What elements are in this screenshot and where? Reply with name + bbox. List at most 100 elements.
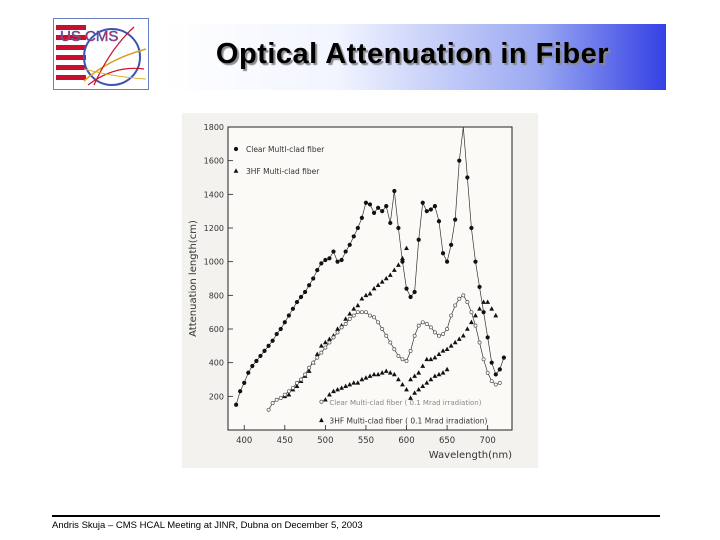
data-point-circle bbox=[315, 267, 320, 273]
x-tick-label: 450 bbox=[277, 436, 293, 446]
data-point-circle bbox=[449, 242, 454, 247]
footer-text: Andris Skuja – CMS HCAL Meeting at JINR,… bbox=[52, 520, 363, 531]
data-point-open-circle bbox=[331, 335, 336, 340]
data-point-open-circle bbox=[477, 340, 482, 345]
data-point-triangle bbox=[456, 336, 462, 341]
x-axis-label: Wavelength(nm) bbox=[429, 450, 512, 461]
data-point-triangle bbox=[485, 299, 491, 304]
data-point-circle bbox=[270, 338, 275, 343]
y-tick-label: 600 bbox=[209, 325, 224, 334]
data-point-triangle bbox=[319, 417, 324, 423]
data-point-circle bbox=[408, 294, 413, 300]
data-point-open-circle bbox=[489, 379, 494, 384]
plot-frame bbox=[227, 126, 513, 431]
data-point-circle bbox=[290, 306, 296, 311]
data-point-triangle bbox=[391, 267, 397, 272]
cms-ring-icon bbox=[83, 28, 141, 86]
data-point-open-circle bbox=[303, 372, 308, 377]
data-point-open-circle bbox=[384, 333, 389, 338]
data-point-triangle bbox=[375, 282, 381, 288]
data-point-open-circle bbox=[278, 396, 283, 400]
data-point-triangle bbox=[314, 351, 320, 357]
particle-track-icon bbox=[83, 48, 147, 82]
data-point-triangle bbox=[359, 376, 365, 382]
data-point-open-circle bbox=[311, 360, 316, 365]
particle-track-icon bbox=[83, 68, 147, 80]
x-tick-label: 500 bbox=[317, 436, 333, 446]
data-point-triangle bbox=[294, 383, 300, 389]
data-point-circle bbox=[331, 249, 336, 254]
flag-stripe bbox=[56, 23, 86, 85]
data-point-open-circle bbox=[290, 385, 295, 390]
annotation-label: Clear Multi-clad fiber ( 0.1 Mrad irradi… bbox=[329, 399, 481, 407]
x-tick-label: 650 bbox=[439, 436, 455, 446]
x-tick-label: 550 bbox=[358, 436, 374, 446]
data-point-triangle bbox=[408, 395, 413, 400]
data-point-circle bbox=[258, 353, 263, 359]
data-point-open-circle bbox=[372, 315, 377, 320]
data-point-open-circle bbox=[286, 389, 291, 394]
data-point-triangle bbox=[489, 306, 495, 311]
flag-stripe bbox=[56, 35, 86, 40]
data-point-circle bbox=[489, 360, 494, 365]
data-point-circle bbox=[343, 249, 348, 254]
data-point-open-circle bbox=[282, 392, 287, 397]
data-point-circle bbox=[339, 257, 344, 263]
data-point-triangle bbox=[428, 376, 434, 382]
data-point-triangle bbox=[367, 373, 373, 378]
data-point-circle bbox=[233, 146, 239, 152]
data-point-triangle bbox=[408, 376, 413, 382]
x-tick-label: 700 bbox=[480, 436, 496, 446]
data-point-triangle bbox=[464, 326, 470, 331]
data-point-open-circle bbox=[469, 310, 474, 315]
data-point-triangle bbox=[436, 371, 442, 377]
data-point-open-circle bbox=[437, 333, 441, 338]
data-point-circle bbox=[250, 363, 255, 369]
flag-stripe bbox=[56, 25, 86, 30]
data-point-circle bbox=[453, 217, 458, 222]
data-point-triangle bbox=[387, 272, 393, 277]
data-point-open-circle bbox=[457, 296, 462, 301]
x-tick-label: 400 bbox=[236, 436, 252, 446]
data-point-open-circle bbox=[481, 357, 486, 362]
data-point-open-circle bbox=[270, 401, 275, 406]
data-point-circle bbox=[266, 343, 271, 348]
data-point-open-circle bbox=[274, 397, 279, 402]
data-point-open-circle bbox=[424, 321, 429, 326]
data-point-triangle bbox=[432, 373, 438, 378]
data-point-open-circle bbox=[380, 327, 385, 331]
data-point-triangle bbox=[379, 370, 385, 375]
data-point-circle bbox=[396, 225, 401, 231]
data-point-triangle bbox=[404, 387, 409, 392]
data-point-open-circle bbox=[392, 347, 397, 352]
data-point-circle bbox=[420, 200, 425, 205]
data-point-triangle bbox=[233, 168, 239, 173]
data-point-open-circle bbox=[408, 348, 413, 353]
data-point-open-circle bbox=[400, 357, 405, 362]
data-point-triangle bbox=[473, 312, 478, 318]
y-tick-label: 1600 bbox=[204, 157, 224, 166]
data-point-circle bbox=[485, 335, 490, 340]
data-point-circle bbox=[298, 294, 304, 300]
data-point-open-circle bbox=[432, 330, 437, 335]
data-point-circle bbox=[371, 210, 377, 215]
data-point-triangle bbox=[322, 339, 328, 345]
data-point-circle bbox=[262, 348, 267, 353]
particle-track-icon bbox=[87, 67, 145, 86]
data-point-open-circle bbox=[355, 310, 360, 315]
data-point-open-circle bbox=[453, 303, 458, 308]
data-point-triangle bbox=[351, 380, 357, 385]
data-point-open-circle bbox=[404, 359, 409, 363]
data-point-triangle bbox=[412, 390, 418, 395]
data-point-circle bbox=[428, 207, 433, 212]
data-point-circle bbox=[242, 380, 247, 385]
data-point-open-circle bbox=[315, 355, 320, 360]
data-point-triangle bbox=[327, 392, 332, 397]
data-point-circle bbox=[432, 204, 438, 209]
data-point-triangle bbox=[404, 245, 409, 250]
data-point-triangle bbox=[424, 356, 430, 362]
data-point-circle bbox=[335, 259, 340, 264]
chart-svg: 200 400 600 800 1000 1200 1400 1600 1800 400 450 50… bbox=[188, 123, 513, 461]
data-point-triangle bbox=[335, 326, 340, 331]
data-point-triangle bbox=[387, 370, 393, 375]
